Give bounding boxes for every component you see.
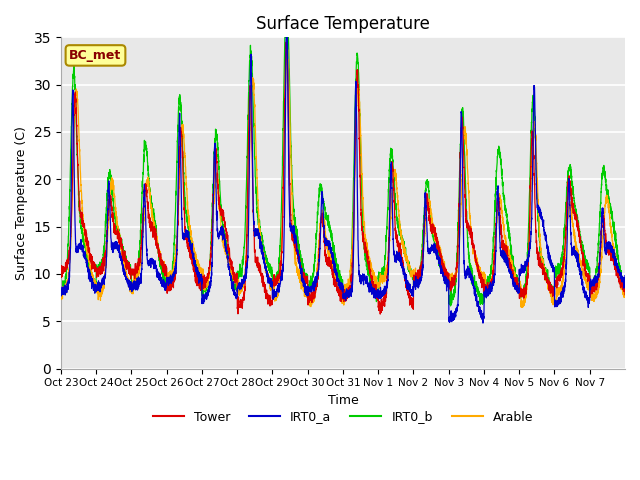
IRT0_b	[394, 225, 402, 231]
Arable	[364, 253, 372, 259]
IRT0_b	[540, 263, 548, 268]
IRT0_b	[621, 281, 629, 287]
Tower	[621, 292, 629, 298]
IRT0_a	[394, 252, 402, 257]
Title: Surface Temperature: Surface Temperature	[256, 15, 430, 33]
IRT0_a	[498, 253, 506, 259]
IRT0_b	[526, 187, 534, 193]
Arable	[498, 208, 506, 214]
IRT0_a	[540, 227, 548, 233]
Tower	[57, 264, 65, 269]
Legend: Tower, IRT0_a, IRT0_b, Arable: Tower, IRT0_a, IRT0_b, Arable	[148, 406, 538, 429]
Line: IRT0_a: IRT0_a	[61, 37, 625, 323]
Arable	[284, 47, 291, 52]
Arable	[394, 205, 402, 211]
Tower	[498, 237, 506, 243]
IRT0_a	[479, 320, 487, 326]
Arable	[174, 213, 182, 218]
Y-axis label: Surface Temperature (C): Surface Temperature (C)	[15, 126, 28, 280]
IRT0_a	[282, 35, 290, 40]
Tower	[364, 261, 372, 266]
Arable	[518, 304, 525, 310]
Arable	[540, 263, 548, 269]
Line: Arable: Arable	[61, 49, 625, 307]
Tower	[540, 271, 548, 276]
IRT0_b	[57, 283, 65, 288]
Line: IRT0_b: IRT0_b	[61, 37, 625, 306]
IRT0_b	[174, 122, 182, 128]
Tower	[394, 240, 402, 245]
IRT0_a	[57, 285, 65, 290]
IRT0_b	[364, 266, 372, 272]
Tower	[174, 222, 182, 228]
IRT0_b	[281, 35, 289, 40]
IRT0_b	[498, 173, 506, 179]
X-axis label: Time: Time	[328, 394, 358, 407]
IRT0_a	[364, 284, 372, 290]
Tower	[376, 311, 384, 317]
Line: Tower: Tower	[61, 42, 625, 314]
Text: BC_met: BC_met	[69, 49, 122, 62]
IRT0_a	[174, 199, 182, 204]
IRT0_a	[621, 273, 629, 278]
Tower	[282, 39, 290, 45]
Arable	[57, 290, 65, 296]
IRT0_a	[526, 247, 534, 252]
Tower	[526, 215, 534, 221]
Arable	[621, 292, 629, 298]
IRT0_b	[447, 303, 454, 309]
Arable	[526, 225, 534, 230]
